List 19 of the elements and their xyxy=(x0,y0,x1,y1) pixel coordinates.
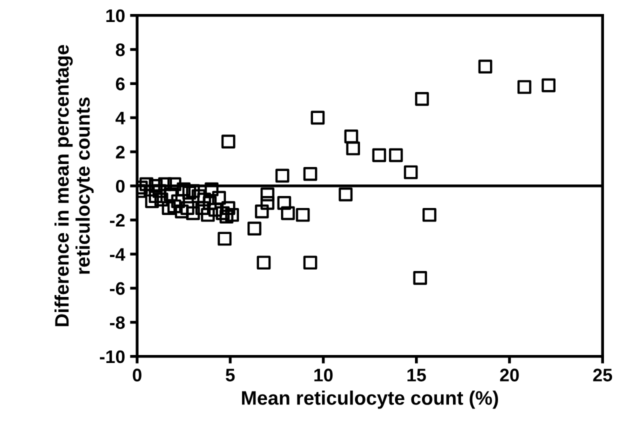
y-axis-title: Difference in mean percentage reticulocyte counts xyxy=(54,44,94,326)
y-tick-label: -2 xyxy=(110,214,125,227)
y-tick-label: 10 xyxy=(106,9,125,22)
y-tick-label: 0 xyxy=(116,180,125,193)
x-tick-label: 0 xyxy=(132,368,142,382)
y-tick-label: 2 xyxy=(116,146,125,158)
y-tick-label: 8 xyxy=(116,43,125,56)
y-tick-label: -4 xyxy=(110,248,126,261)
x-tick-label: 10 xyxy=(314,368,333,382)
x-tick-label: 15 xyxy=(407,368,426,382)
x-axis-title: Mean reticulocyte count (%) xyxy=(242,390,498,409)
x-tick-label: 20 xyxy=(500,368,519,382)
y-tick-label: 6 xyxy=(116,78,125,90)
y-tick-label: -6 xyxy=(110,282,125,295)
x-tick-label: 25 xyxy=(593,368,612,382)
x-tick-label: 5 xyxy=(226,368,235,382)
y-tick-label: -8 xyxy=(110,316,125,330)
y-tick-label: 4 xyxy=(116,112,126,124)
y-tick-label: -10 xyxy=(100,350,125,364)
